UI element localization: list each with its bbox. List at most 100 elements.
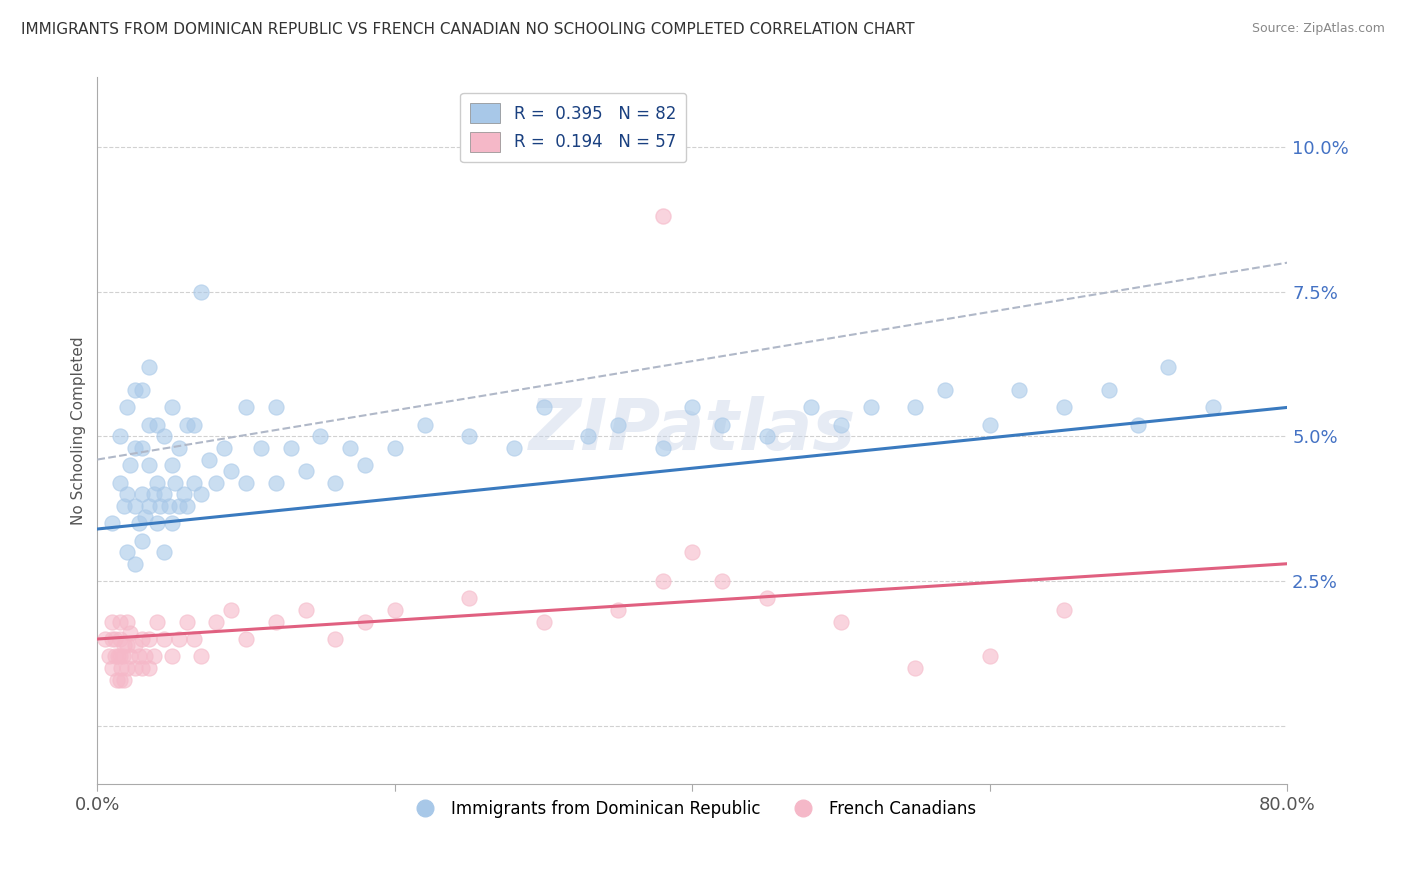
Point	[142, 649, 165, 664]
Point	[131, 661, 153, 675]
Point	[339, 441, 361, 455]
Point	[205, 475, 228, 490]
Point	[120, 458, 142, 473]
Point	[146, 475, 169, 490]
Point	[384, 441, 406, 455]
Y-axis label: No Schooling Completed: No Schooling Completed	[72, 336, 86, 524]
Point	[502, 441, 524, 455]
Point	[458, 591, 481, 606]
Point	[606, 417, 628, 432]
Point	[1053, 603, 1076, 617]
Point	[112, 673, 135, 687]
Point	[219, 603, 242, 617]
Point	[183, 475, 205, 490]
Point	[755, 591, 778, 606]
Point	[458, 429, 481, 443]
Point	[264, 475, 287, 490]
Point	[115, 401, 138, 415]
Point	[153, 632, 176, 646]
Point	[160, 649, 183, 664]
Point	[294, 603, 316, 617]
Point	[108, 615, 131, 629]
Point	[157, 499, 180, 513]
Point	[94, 632, 117, 646]
Point	[979, 417, 1001, 432]
Point	[167, 441, 190, 455]
Point	[108, 632, 131, 646]
Point	[190, 285, 212, 299]
Point	[115, 487, 138, 501]
Point	[104, 632, 127, 646]
Point	[124, 638, 146, 652]
Point	[111, 649, 134, 664]
Point	[108, 673, 131, 687]
Point	[1008, 383, 1031, 397]
Point	[124, 557, 146, 571]
Point	[115, 638, 138, 652]
Point	[205, 615, 228, 629]
Point	[413, 417, 436, 432]
Point	[115, 661, 138, 675]
Point	[606, 603, 628, 617]
Point	[235, 475, 257, 490]
Point	[711, 574, 734, 588]
Point	[651, 574, 673, 588]
Point	[138, 359, 160, 374]
Point	[124, 661, 146, 675]
Point	[138, 417, 160, 432]
Point	[183, 632, 205, 646]
Point	[104, 649, 127, 664]
Point	[131, 441, 153, 455]
Point	[800, 401, 823, 415]
Point	[264, 401, 287, 415]
Point	[131, 632, 153, 646]
Point	[167, 499, 190, 513]
Point	[107, 649, 129, 664]
Point	[108, 475, 131, 490]
Point	[108, 429, 131, 443]
Point	[134, 510, 156, 524]
Point	[934, 383, 956, 397]
Point	[98, 649, 121, 664]
Point	[681, 401, 703, 415]
Point	[859, 401, 882, 415]
Point	[128, 649, 150, 664]
Point	[131, 383, 153, 397]
Point	[1128, 417, 1150, 432]
Point	[212, 441, 235, 455]
Point	[904, 661, 927, 675]
Point	[101, 615, 124, 629]
Point	[711, 417, 734, 432]
Point	[131, 487, 153, 501]
Point	[124, 441, 146, 455]
Point	[533, 615, 555, 629]
Point	[101, 632, 124, 646]
Point	[651, 210, 673, 224]
Point	[101, 661, 124, 675]
Legend: Immigrants from Dominican Republic, French Canadians: Immigrants from Dominican Republic, Fren…	[402, 794, 983, 825]
Point	[101, 516, 124, 531]
Point	[146, 417, 169, 432]
Point	[167, 632, 190, 646]
Point	[134, 649, 156, 664]
Point	[190, 649, 212, 664]
Point	[138, 632, 160, 646]
Point	[120, 626, 142, 640]
Point	[755, 429, 778, 443]
Point	[112, 638, 135, 652]
Point	[160, 401, 183, 415]
Point	[830, 417, 852, 432]
Point	[354, 458, 377, 473]
Point	[120, 649, 142, 664]
Point	[384, 603, 406, 617]
Point	[176, 499, 198, 513]
Point	[153, 429, 176, 443]
Point	[142, 487, 165, 501]
Point	[138, 458, 160, 473]
Point	[183, 417, 205, 432]
Point	[979, 649, 1001, 664]
Point	[1202, 401, 1225, 415]
Point	[131, 533, 153, 548]
Point	[124, 499, 146, 513]
Point	[219, 464, 242, 478]
